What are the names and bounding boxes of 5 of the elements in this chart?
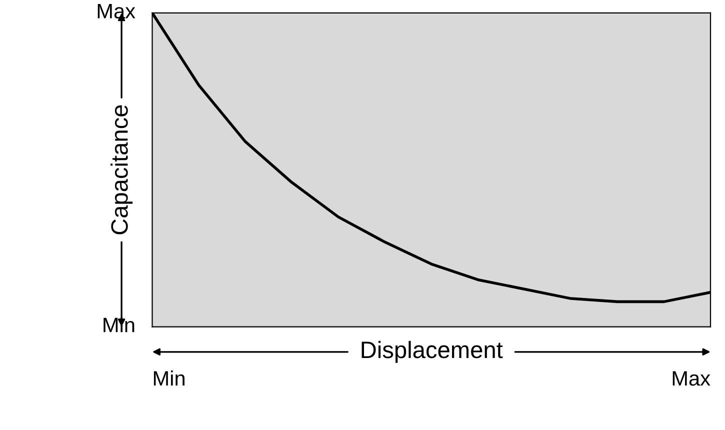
text: Max [98, 4, 136, 18]
text: Max [672, 371, 710, 386]
x-axis-title: Displacement [362, 340, 503, 363]
y-axis-title: Capacitance [110, 105, 133, 234]
text: Min [154, 370, 184, 386]
